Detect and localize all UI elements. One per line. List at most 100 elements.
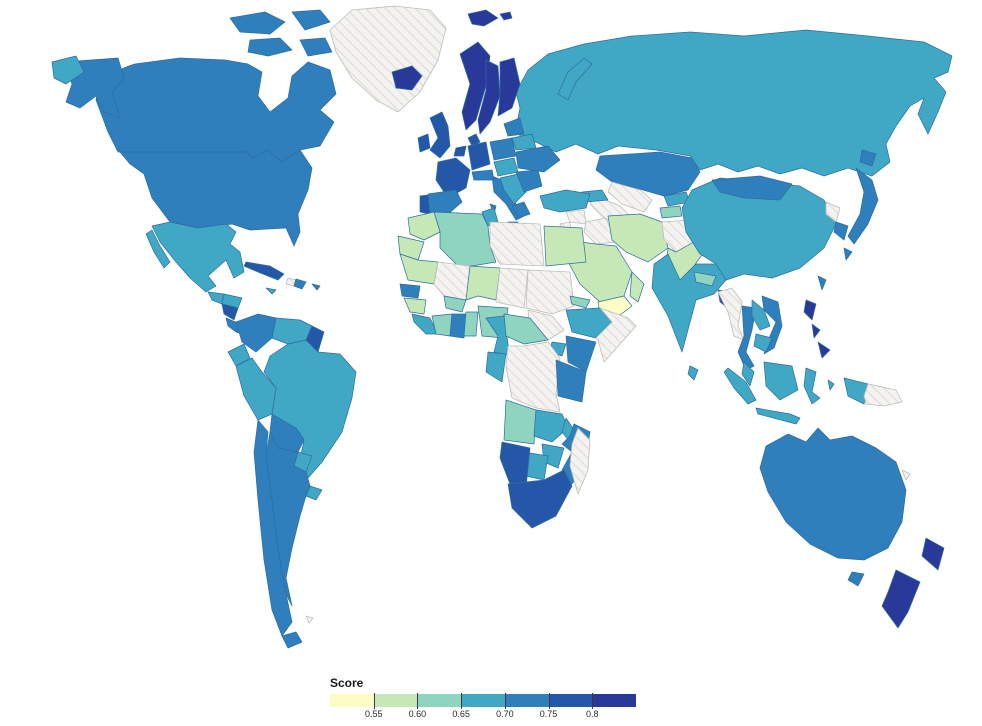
country-russia-novaya-zemlya — [557, 57, 593, 101]
country-new-caledonia — [901, 469, 911, 481]
country-new-zealand-north-island — [921, 537, 945, 571]
country-portugal — [419, 194, 431, 215]
country-united-kingdom — [429, 111, 451, 159]
legend-tick-mark — [417, 693, 419, 709]
country-philippines-luzon — [803, 299, 817, 321]
country-japan-hokkaido — [859, 149, 877, 167]
legend-tick-mark — [504, 693, 506, 709]
country-poland — [489, 137, 517, 161]
country-greece — [511, 201, 531, 219]
legend-tick-label: 0.75 — [539, 709, 558, 719]
country-russia — [515, 29, 953, 177]
country-oman — [629, 271, 645, 303]
country-egypt — [543, 225, 587, 267]
country-greenland — [329, 5, 447, 113]
legend-tick-label: 0.8 — [586, 709, 599, 719]
country-united-states — [119, 149, 313, 247]
country-chad — [495, 267, 529, 309]
country-canada — [95, 57, 337, 163]
country-laos — [751, 299, 771, 331]
country-guinea — [403, 297, 427, 315]
country-iran — [607, 213, 669, 263]
country-guyana-suriname — [305, 325, 325, 353]
country-baltic-states — [503, 117, 525, 137]
country-dominican-republic — [293, 278, 307, 290]
country-canada-arctic-island — [229, 11, 286, 35]
country-benelux — [453, 145, 467, 157]
country-peru — [235, 357, 277, 421]
country-indonesia-sumatra — [723, 367, 757, 405]
country-namibia — [499, 441, 531, 489]
country-algeria — [433, 211, 497, 269]
country-canada-arctic-island — [291, 9, 331, 31]
country-norway — [459, 41, 491, 131]
country-mali — [433, 261, 471, 301]
country-canada-arctic-island — [299, 37, 333, 57]
country-argentina — [265, 431, 311, 607]
country-iceland — [391, 65, 423, 91]
country-ghana — [449, 313, 467, 339]
country-burkina-faso — [443, 295, 467, 313]
country-congo-gabon — [485, 351, 507, 383]
country-japan-honshu — [847, 167, 879, 245]
country-australia-tasmania — [847, 571, 865, 587]
country-sweden — [477, 59, 501, 135]
legend-tick-mark — [373, 693, 375, 709]
country-svalbard-island — [499, 11, 513, 21]
legend-segment — [417, 694, 462, 707]
country-mexico — [151, 221, 245, 293]
country-russia-chukotka — [51, 55, 85, 85]
country-angola — [503, 399, 537, 445]
legend-segment — [461, 694, 505, 707]
country-libya — [489, 221, 545, 267]
legend-title: Score — [330, 676, 364, 690]
legend-tick-mark — [592, 693, 594, 709]
country-indonesia-moluccas — [827, 379, 835, 391]
country-czech-slovakia-hungary — [493, 157, 519, 177]
country-vietnam — [761, 295, 783, 355]
legend-segment — [548, 694, 593, 707]
legend-tick-label: 0.70 — [496, 709, 514, 719]
country-indonesia-west-papua — [843, 377, 869, 405]
country-guatemala — [207, 291, 225, 305]
legend-colorbar — [330, 694, 637, 707]
country-mongolia — [711, 175, 793, 201]
country-south-korea — [833, 221, 849, 241]
country-papua-new-guinea — [863, 383, 903, 407]
country-argentina-tierra-del-fuego — [281, 631, 303, 649]
country-falkland-islands — [305, 615, 314, 624]
country-sudan — [525, 269, 575, 315]
country-romania-bulgaria — [515, 169, 543, 193]
legend-tick-label: 0.60 — [408, 709, 427, 719]
legend-tick-label: 0.55 — [364, 709, 383, 719]
country-belarus — [511, 133, 537, 151]
country-new-zealand-south-island — [881, 569, 921, 629]
country-togo-benin — [463, 311, 479, 337]
country-uzbekistan — [607, 181, 653, 213]
country-mauritania — [399, 253, 439, 285]
country-zambia — [533, 409, 569, 443]
country-switzerland-austria — [471, 169, 495, 181]
country-tajikistan — [659, 205, 683, 219]
country-finland — [497, 57, 521, 117]
legend-segment — [330, 694, 374, 707]
country-nepal — [693, 271, 717, 287]
legend-tick-label: 0.65 — [452, 709, 470, 719]
legend-segment — [504, 694, 549, 707]
country-eritrea — [569, 295, 591, 309]
legend-colorbar-wrap: 0.55 0.60 0.65 0.70 0.75 0.8 — [330, 693, 637, 722]
country-france — [435, 157, 471, 199]
country-morocco — [407, 211, 441, 241]
country-australia — [759, 427, 907, 561]
country-cuba — [243, 261, 285, 281]
country-myanmar — [717, 287, 745, 341]
country-indonesia-borneo — [763, 361, 799, 401]
country-south-africa — [507, 469, 573, 529]
country-madagascar — [569, 427, 591, 495]
country-puerto-rico — [311, 283, 321, 291]
map-legend: Score 0.55 0.60 0.65 0.70 0.75 0.8 — [330, 676, 660, 722]
country-philippines-visayas — [811, 323, 821, 339]
legend-segment — [373, 694, 418, 707]
